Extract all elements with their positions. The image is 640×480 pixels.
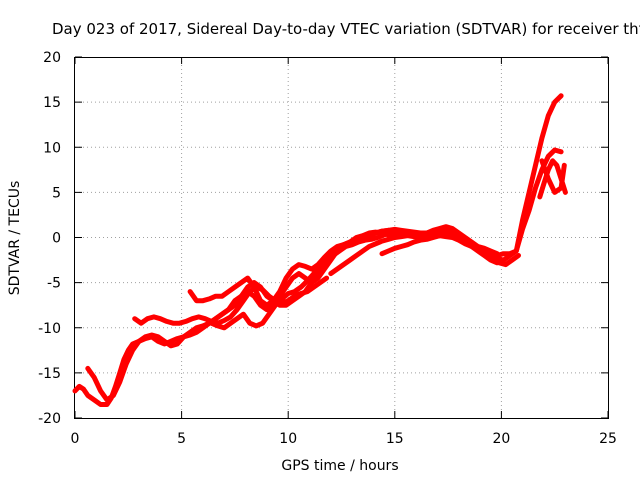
x-tick-label: 10 <box>279 431 297 447</box>
y-tick-label: -10 <box>38 321 61 337</box>
x-axis-label: GPS time / hours <box>281 458 398 474</box>
series-line-track-2 <box>85 147 564 403</box>
x-tick-label: 25 <box>599 431 617 447</box>
y-axis-label: SDTVAR / TECUs <box>7 181 23 296</box>
y-tick-label: 0 <box>52 231 61 247</box>
x-tick-label: 15 <box>386 431 404 447</box>
x-tick-label: 20 <box>492 431 510 447</box>
y-tick-label: 10 <box>43 140 61 156</box>
series-line-track-9 <box>539 158 567 195</box>
plot-area <box>72 93 568 407</box>
x-tick-label: 5 <box>177 431 186 447</box>
y-tick-label: 5 <box>52 185 61 201</box>
y-tick-label: 20 <box>43 50 61 66</box>
grid <box>75 57 608 418</box>
plot-frame <box>74 57 609 419</box>
series-line-track-7 <box>379 232 449 257</box>
series-line-track-6 <box>328 233 506 277</box>
y-tick-label: -5 <box>47 276 61 292</box>
axis-ticks: 0 5 10 15 20 25 -20 -15 -10 -5 0 5 10 15 20 <box>38 50 617 447</box>
x-tick-label: 0 <box>71 431 80 447</box>
chart-title: Day 023 of 2017, Sidereal Day-to-day VTE… <box>52 20 640 38</box>
y-tick-label: -20 <box>38 411 61 427</box>
y-tick-label: 15 <box>43 95 61 111</box>
series-line-track-3 <box>132 275 330 326</box>
series-line-track-4 <box>187 224 500 308</box>
y-tick-label: -15 <box>38 366 61 382</box>
